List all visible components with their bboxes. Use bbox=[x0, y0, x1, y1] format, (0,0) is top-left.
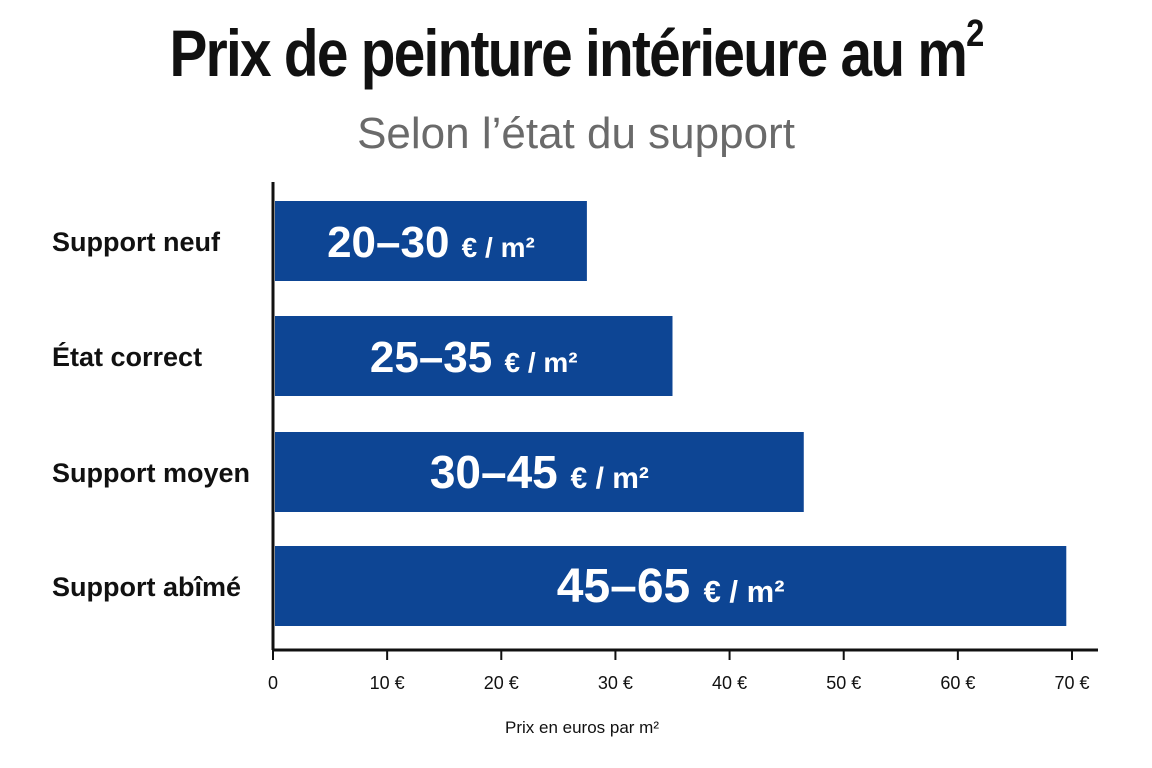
x-tick-label: 0 bbox=[268, 673, 278, 693]
category-label: Support neuf bbox=[52, 227, 221, 257]
bar-value-label: 20–30 € / m² bbox=[327, 218, 535, 267]
chart-title: Prix de peinture intérieure au m2 bbox=[169, 13, 984, 90]
x-tick-label: 10 € bbox=[370, 673, 405, 693]
bar-3 bbox=[275, 546, 1067, 626]
category-label: Support abîmé bbox=[52, 572, 241, 602]
bar-1 bbox=[275, 316, 673, 396]
bar-value-label: 25–35 € / m² bbox=[370, 333, 578, 382]
x-tick-label: 20 € bbox=[484, 673, 519, 693]
x-tick-label: 60 € bbox=[940, 673, 975, 693]
bar-value-label: 45–65 € / m² bbox=[557, 560, 785, 613]
bar-0 bbox=[275, 201, 587, 281]
x-tick-label: 70 € bbox=[1054, 673, 1089, 693]
x-axis-title: Prix en euros par m² bbox=[505, 718, 659, 737]
x-tick-label: 40 € bbox=[712, 673, 747, 693]
category-label: Support moyen bbox=[52, 458, 250, 488]
bar-2 bbox=[275, 432, 804, 512]
x-tick-label: 30 € bbox=[598, 673, 633, 693]
chart-subtitle: Selon l’état du support bbox=[357, 109, 795, 158]
bar-value-label: 30–45 € / m² bbox=[430, 446, 649, 498]
x-tick-label: 50 € bbox=[826, 673, 861, 693]
category-label: État correct bbox=[52, 341, 202, 372]
